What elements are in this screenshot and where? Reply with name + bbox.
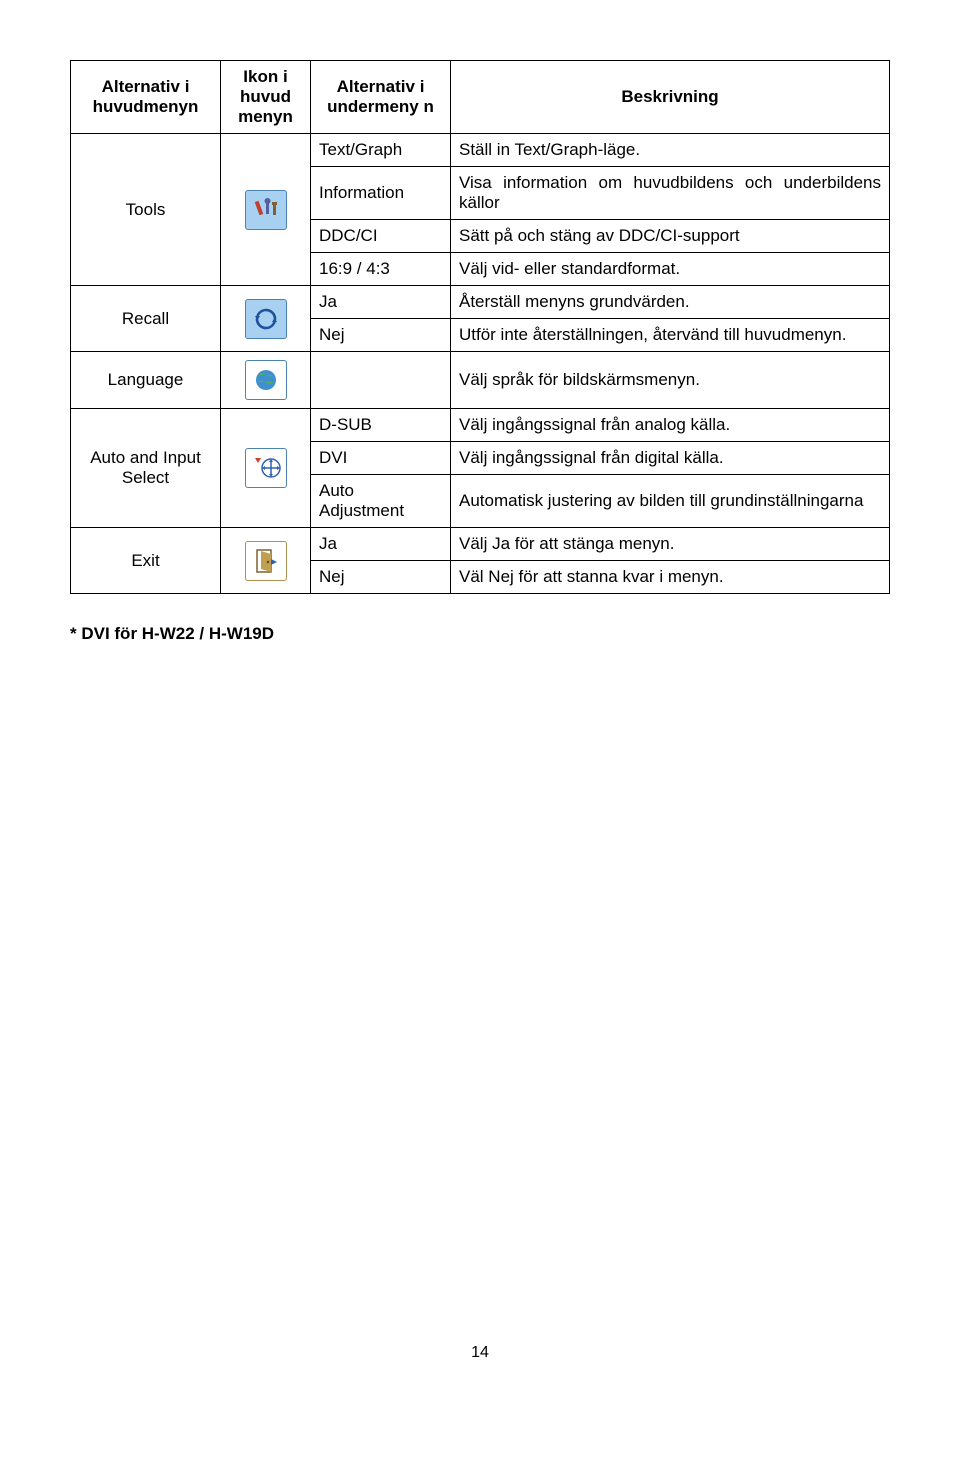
tools-icon — [245, 190, 287, 230]
icon-cell-tools — [221, 134, 311, 286]
sub-option-ratio: 16:9 / 4:3 — [311, 253, 451, 286]
desc-language: Välj språk för bildskärmsmenyn. — [451, 352, 890, 409]
sub-option-recall-nej: Nej — [311, 319, 451, 352]
main-option-language: Language — [71, 352, 221, 409]
desc-textgraph: Ställ in Text/Graph-läge. — [451, 134, 890, 167]
sub-option-textgraph: Text/Graph — [311, 134, 451, 167]
main-option-tools: Tools — [71, 134, 221, 286]
icon-cell-language — [221, 352, 311, 409]
footnote: * DVI för H-W22 / H-W19D — [70, 624, 890, 644]
sub-option-ddcci: DDC/CI — [311, 220, 451, 253]
desc-recall-ja: Återställ menyns grundvärden. — [451, 286, 890, 319]
header-main-icon: Ikon i huvud menyn — [221, 61, 311, 134]
sub-option-dsub: D-SUB — [311, 409, 451, 442]
desc-recall-nej: Utför inte återställningen, återvänd til… — [451, 319, 890, 352]
exit-icon — [245, 541, 287, 581]
icon-cell-recall — [221, 286, 311, 352]
sub-option-exit-ja: Ja — [311, 528, 451, 561]
header-description: Beskrivning — [451, 61, 890, 134]
sub-option-autoadj: Auto Adjustment — [311, 475, 451, 528]
sub-option-exit-nej: Nej — [311, 561, 451, 594]
desc-exit-ja: Välj Ja för att stänga menyn. — [451, 528, 890, 561]
desc-exit-nej: Väl Nej för att stanna kvar i menyn. — [451, 561, 890, 594]
sub-option-language — [311, 352, 451, 409]
recall-icon — [245, 299, 287, 339]
desc-information: Visa information om huvudbildens och und… — [451, 167, 890, 220]
sub-option-information: Information — [311, 167, 451, 220]
desc-dsub: Välj ingångssignal från analog källa. — [451, 409, 890, 442]
page-number: 14 — [70, 1344, 890, 1362]
main-option-recall: Recall — [71, 286, 221, 352]
icon-cell-auto — [221, 409, 311, 528]
table-row: Auto and Input Select D-SUB Vä — [71, 409, 890, 442]
desc-autoadj: Automatisk justering av bilden till grun… — [451, 475, 890, 528]
sub-option-dvi: DVI — [311, 442, 451, 475]
desc-ddcci: Sätt på och stäng av DDC/CI-support — [451, 220, 890, 253]
desc-ratio: Välj vid- eller standardformat. — [451, 253, 890, 286]
table-row: Language Välj språk för bildskärmsmenyn. — [71, 352, 890, 409]
main-option-exit: Exit — [71, 528, 221, 594]
table-row: Recall Ja Återställ menyns grundvärden. — [71, 286, 890, 319]
menu-table: Alternativ i huvudmenyn Ikon i huvud men… — [70, 60, 890, 594]
icon-cell-exit — [221, 528, 311, 594]
table-row: Exit Ja Välj Ja för att stänga menyn. — [71, 528, 890, 561]
table-row: Tools Text/Graph Ställ in Text/Graph-läg… — [71, 134, 890, 167]
main-option-auto: Auto and Input Select — [71, 409, 221, 528]
auto-input-icon — [245, 448, 287, 488]
header-main-option: Alternativ i huvudmenyn — [71, 61, 221, 134]
sub-option-recall-ja: Ja — [311, 286, 451, 319]
table-header-row: Alternativ i huvudmenyn Ikon i huvud men… — [71, 61, 890, 134]
language-icon — [245, 360, 287, 400]
header-sub-option: Alternativ i undermeny n — [311, 61, 451, 134]
desc-dvi: Välj ingångssignal från digital källa. — [451, 442, 890, 475]
